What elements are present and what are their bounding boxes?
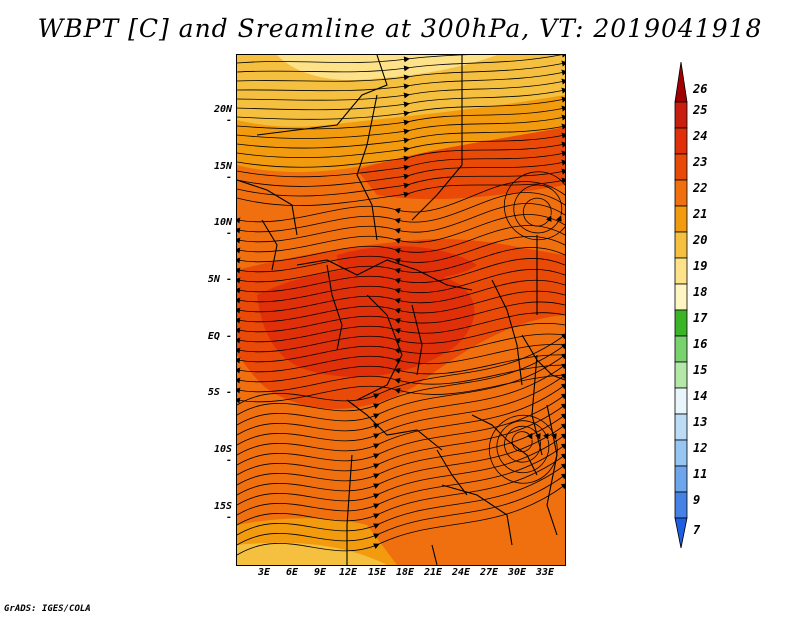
lat-tick-5S: 5S - [207,387,232,398]
color-bar-label-19: 19 [693,259,708,273]
lon-tick-27E: 27E [479,567,499,578]
color-bar-box-15 [674,361,688,389]
color-bar-label-17: 17 [693,311,708,325]
lat-tick-EQ: EQ - [207,331,232,342]
color-bar-box-12 [674,439,688,467]
color-bar-label-12: 12 [693,441,708,455]
color-bar-label-18: 18 [693,285,708,299]
streamline-53 [496,420,550,474]
lon-tick-30E: 30E [507,567,527,578]
color-bar-box-25 [674,101,688,129]
color-bar-label-21: 21 [693,207,708,221]
lon-tick-9E: 9E [313,567,327,578]
color-bar-box-23 [674,153,688,181]
country-border-16 [346,454,353,565]
streamline-57 [503,171,565,241]
lon-tick-3E: 3E [257,567,271,578]
footer-credit: GrADS: IGES/COLA [4,604,91,614]
map-title: WBPT [C] and Sreamline at 300hPa, VT: 20… [37,14,763,43]
color-bar-label-20: 20 [693,233,708,247]
lon-tick-21E: 21E [423,567,443,578]
color-bar-label-26: 26 [693,82,708,96]
lat-tick-10N: 10N - [213,217,232,239]
lon-tick-15E: 15E [367,567,387,578]
color-bar-label-15: 15 [693,363,708,377]
lon-tick-12E: 12E [338,567,358,578]
color-bar-label-24: 24 [693,129,708,143]
shade-region-9 [237,542,387,565]
lat-tick-10S: 10S - [213,444,232,466]
color-bar-label-13: 13 [693,415,708,429]
color-bar-box-19 [674,257,688,285]
color-bar-box-14 [674,387,688,415]
wbpt-map [236,54,566,566]
color-bar-label-25: 25 [693,103,708,117]
color-bar-box-9 [674,491,688,519]
streamline-52 [504,425,541,463]
lat-tick-15N: 15N - [213,161,232,183]
lon-tick-33E: 33E [535,567,555,578]
streamlines [237,55,565,556]
color-bar-label-14: 14 [693,389,708,403]
lon-tick-18E: 18E [395,567,415,578]
color-bar-box-20 [674,231,688,259]
color-bar-box-11 [674,465,688,493]
color-bar-label-22: 22 [693,181,708,195]
streamline-56 [513,184,563,234]
color-bar-top-triangle [674,61,688,103]
streamline-55 [522,197,552,227]
lon-tick-6E: 6E [285,567,299,578]
color-bar-box-13 [674,413,688,441]
country-border-0 [256,55,388,136]
color-bar-box-18 [674,283,688,311]
streamline-51 [511,431,533,452]
color-bar-label-23: 23 [693,155,708,169]
color-bar-label-7: 7 [693,523,701,537]
lon-tick-24E: 24E [451,567,471,578]
color-bar-box-21 [674,205,688,233]
color-bar-label-16: 16 [693,337,708,351]
streamline-50 [237,483,565,556]
color-bar-box-16 [674,335,688,363]
color-bar-bottom-triangle [674,517,688,549]
streamline-54 [488,414,558,484]
color-bar-box-22 [674,179,688,207]
color-bar-label-11: 11 [693,467,708,481]
color-bar-box-17 [674,309,688,337]
color-bar-label-9: 9 [693,493,701,507]
map-canvas [237,55,565,565]
lat-tick-20N: 20N - [213,104,232,126]
lat-tick-15S: 15S - [213,501,232,523]
lat-tick-5N: 5N - [207,274,232,285]
color-bar-box-24 [674,127,688,155]
